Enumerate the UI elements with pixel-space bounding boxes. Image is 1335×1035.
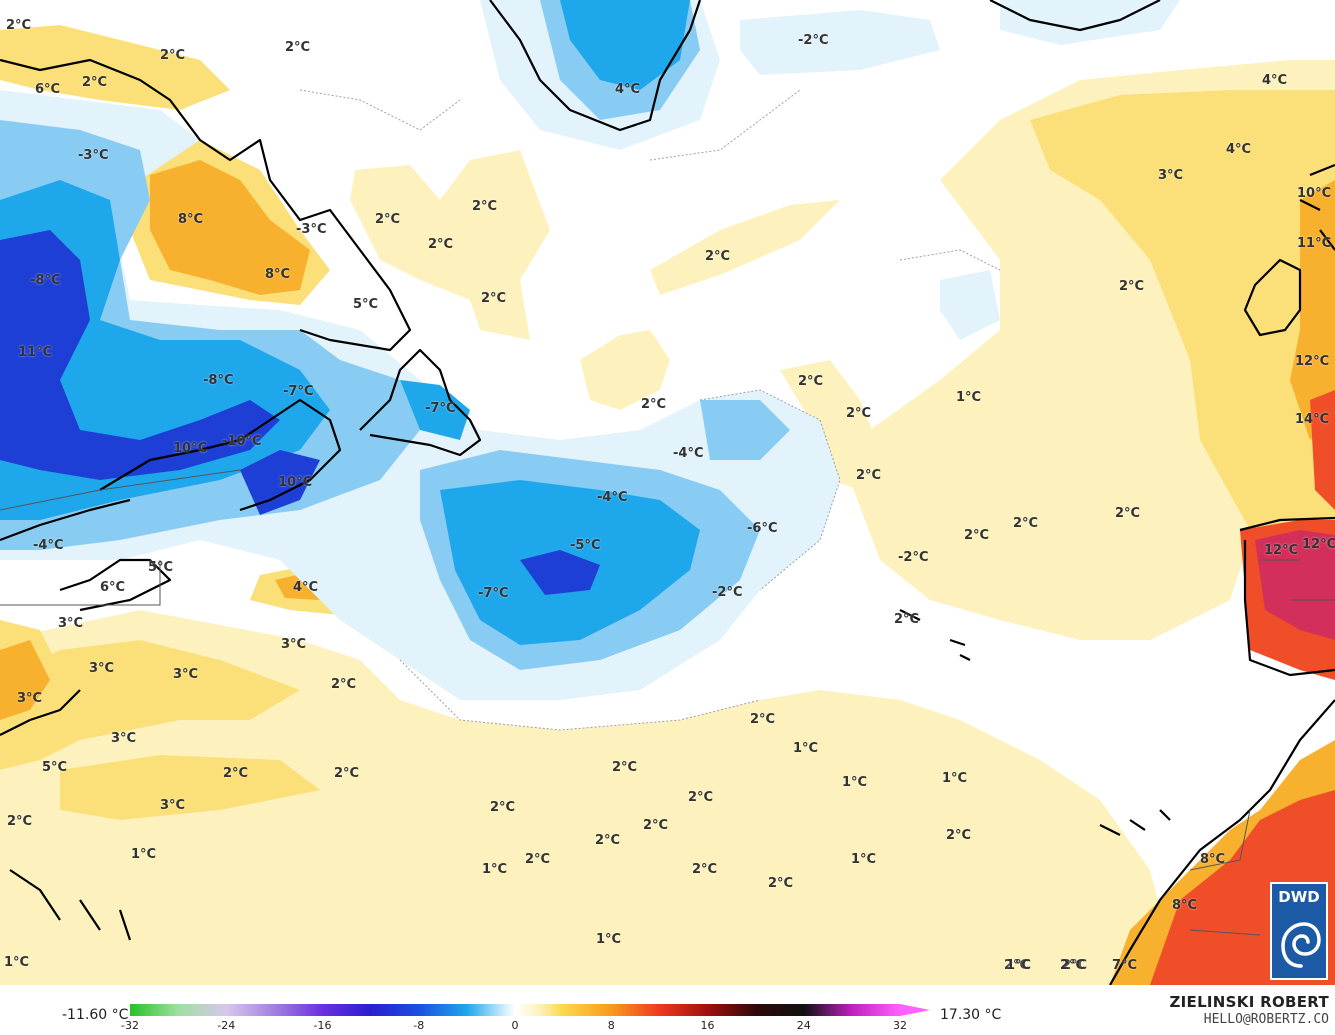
- scale-max-label: 17.30 °C: [940, 1007, 1002, 1023]
- coastlines: [0, 0, 1335, 985]
- color-scale-gradient: [130, 1004, 900, 1016]
- author-name: ZIELINSKI ROBERT: [1169, 993, 1329, 1011]
- map-canvas: [0, 0, 1335, 985]
- scale-arrow-right: [900, 1004, 930, 1016]
- cold-deep-fields: [0, 230, 600, 595]
- scale-tick-label: 32: [893, 1019, 907, 1032]
- scale-min-label: -11.60 °C: [62, 1007, 129, 1023]
- scale-tick-label: 8: [607, 1019, 615, 1032]
- scale-tick-label: -24: [217, 1019, 236, 1032]
- dwd-logo: DWD: [1270, 882, 1328, 980]
- country-borders: [0, 469, 1335, 936]
- color-scale-bar: [130, 1004, 930, 1016]
- scale-tick-label: 16: [700, 1019, 715, 1032]
- contour-lines: [299, 89, 1001, 731]
- author-email: HELLO@ROBERTZ.CO: [1203, 1012, 1329, 1027]
- legend-footer: -11.60 °C -32 -24 -16 -8 0 8 16 24 32 17.30 °C Z…: [0, 985, 1335, 1035]
- scale-tick-label: -8: [413, 1019, 425, 1032]
- swirl-icon: [1281, 922, 1321, 968]
- temperature-anomaly-map: 2°C 2°C 2°C 6°C 2°C -3°C 8°C -3°C 8°C 5°C -8°C 11°C…: [0, 0, 1335, 985]
- scale-tick-label: 0: [511, 1019, 519, 1032]
- scale-tick-label: -32: [121, 1019, 139, 1032]
- scale-tick-label: -16: [313, 1019, 332, 1032]
- scale-tick-label: 24: [796, 1019, 811, 1032]
- dwd-logo-text: DWD: [1278, 888, 1320, 906]
